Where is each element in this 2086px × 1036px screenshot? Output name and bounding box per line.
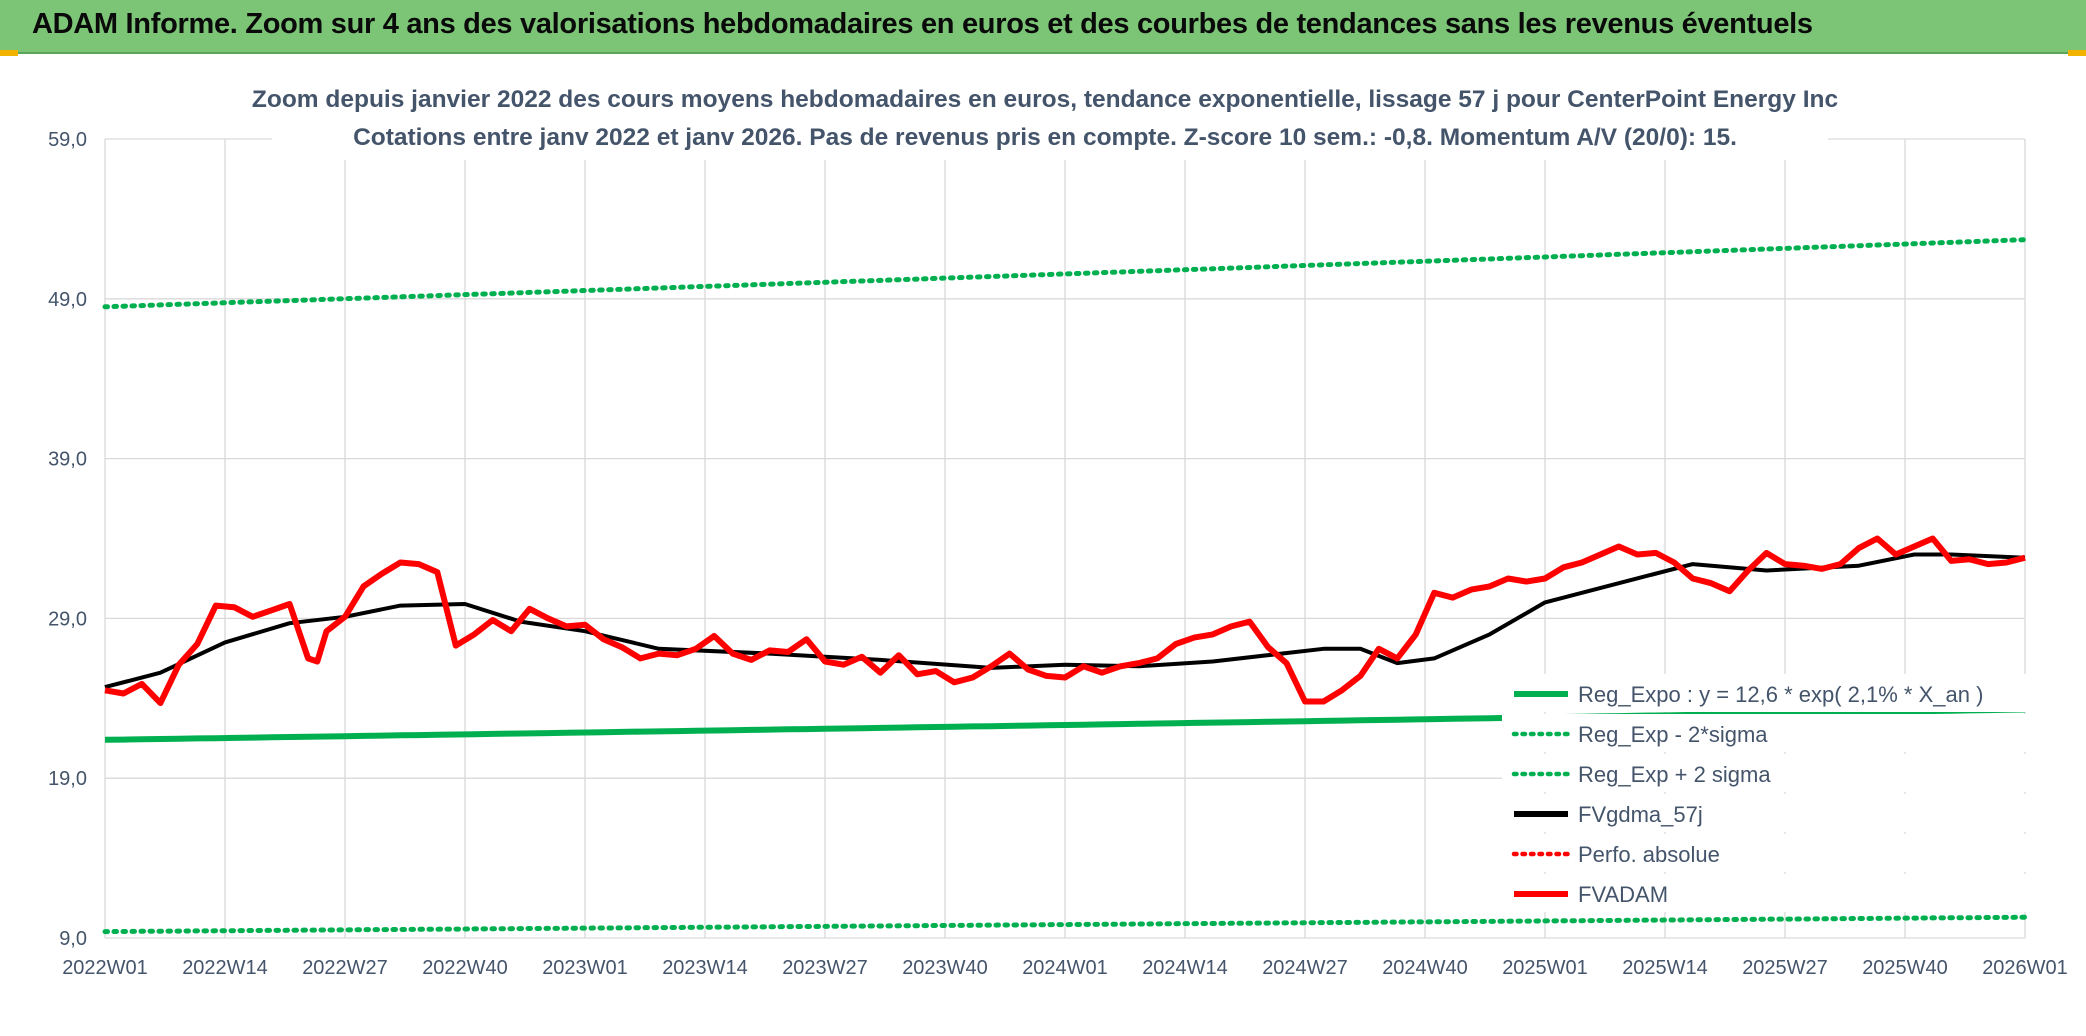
y-tick-label: 39,0 xyxy=(48,449,87,471)
chart-title-line1: Zoom depuis janvier 2022 des cours moyen… xyxy=(252,86,1838,113)
legend-label-fvgdma: FVgdma_57j xyxy=(1578,802,1703,827)
legend-label-reg_minus: Reg_Exp - 2*sigma xyxy=(1578,722,1768,747)
x-tick-label: 2026W01 xyxy=(1982,957,2068,979)
chart-area: 9,0 19,0 29,0 39,0 49,0 59,0 2022W01 2022W14 202… xyxy=(0,56,2086,1031)
series-layer xyxy=(102,237,2028,935)
x-tick-label: 2025W27 xyxy=(1742,957,1828,979)
x-tick-label: 2022W01 xyxy=(62,957,148,979)
series-fvadam xyxy=(104,535,2026,707)
y-tick-label: 9,0 xyxy=(59,928,87,950)
x-tick-label: 2025W40 xyxy=(1862,957,1948,979)
legend-label-perfo: Perfo. absolue xyxy=(1578,842,1720,867)
x-tick-label: 2024W27 xyxy=(1262,957,1348,979)
x-tick-label: 2024W40 xyxy=(1382,957,1468,979)
axis-labels: 9,0 19,0 29,0 39,0 49,0 59,0 2022W01 2022W14 202… xyxy=(48,129,2068,979)
series-reg-exp-plus-2sigma xyxy=(102,237,2028,310)
corner-accent-right xyxy=(2068,50,2086,56)
legend: Reg_Expo : y = 12,6 * exp( 2,1% * X_an )… xyxy=(1502,674,2042,912)
legend-backdrop xyxy=(1502,674,2042,712)
chart-svg: 9,0 19,0 29,0 39,0 49,0 59,0 2022W01 2022W14 202… xyxy=(48,76,2068,979)
x-tick-label: 2024W14 xyxy=(1142,957,1228,979)
legend-label-reg_expo: Reg_Expo : y = 12,6 * exp( 2,1% * X_an ) xyxy=(1578,682,1983,707)
y-tick-label: 29,0 xyxy=(48,608,87,630)
legend-label-reg_plus: Reg_Exp + 2 sigma xyxy=(1578,762,1771,787)
corner-accent-left xyxy=(0,50,18,56)
x-tick-label: 2023W27 xyxy=(782,957,868,979)
legend-backdrop xyxy=(1502,874,2042,912)
y-tick-label: 59,0 xyxy=(48,129,87,151)
legend-backdrop xyxy=(1502,714,2042,752)
grid-lines xyxy=(104,138,2026,939)
x-tick-label: 2023W40 xyxy=(902,957,988,979)
x-tick-label: 2023W14 xyxy=(662,957,748,979)
y-tick-label: 49,0 xyxy=(48,289,87,311)
series-fvgdma-57j xyxy=(104,552,2026,690)
legend-backdrop xyxy=(1502,834,2042,872)
legend-backdrop xyxy=(1502,754,2042,792)
y-tick-label: 19,0 xyxy=(48,768,87,790)
series-reg-exp-minus-2sigma xyxy=(102,914,2028,935)
page-title: ADAM Informe. Zoom sur 4 ans des valoris… xyxy=(32,8,1813,40)
x-tick-label: 2025W01 xyxy=(1502,957,1588,979)
legend-backdrop xyxy=(1502,794,2042,832)
x-tick-label: 2025W14 xyxy=(1622,957,1708,979)
x-tick-label: 2022W40 xyxy=(422,957,508,979)
x-tick-label: 2022W27 xyxy=(302,957,388,979)
title-backdrop xyxy=(272,76,1828,160)
legend-label-fvadam: FVADAM xyxy=(1578,882,1668,907)
chart-title-line2: Cotations entre janv 2022 et janv 2026. … xyxy=(353,124,1737,151)
x-tick-label: 2024W01 xyxy=(1022,957,1108,979)
header-bar: ADAM Informe. Zoom sur 4 ans des valoris… xyxy=(0,0,2086,54)
x-tick-label: 2023W01 xyxy=(542,957,628,979)
x-tick-label: 2022W14 xyxy=(182,957,268,979)
